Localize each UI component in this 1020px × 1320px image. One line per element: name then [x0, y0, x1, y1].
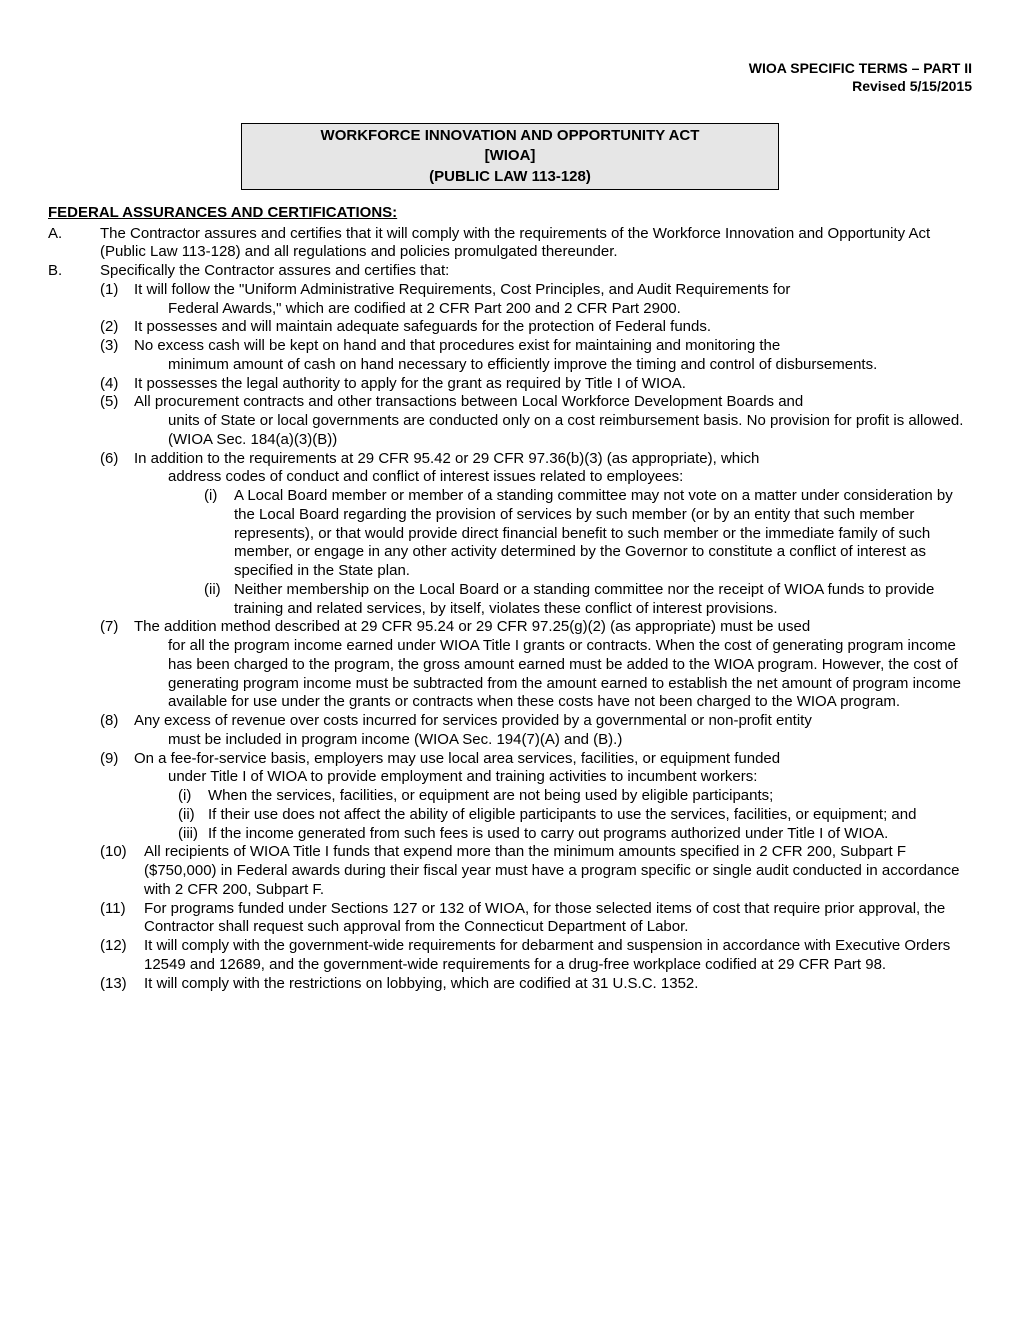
b2-num: (2) [100, 318, 134, 337]
b3-text: No excess cash will be kept on hand and … [134, 337, 972, 375]
item-b5: (5) All procurement contracts and other … [100, 393, 972, 449]
b9-i-text: When the services, facilities, or equipm… [208, 787, 972, 806]
b13-text: It will comply with the restrictions on … [144, 975, 972, 994]
b6-lead: In addition to the requirements at 29 CF… [134, 450, 759, 467]
b2-text: It possesses and will maintain adequate … [134, 318, 972, 337]
b10-num: (10) [100, 843, 144, 899]
b9-i-roman: (i) [178, 787, 208, 806]
b1-cont: Federal Awards," which are codified at 2… [168, 300, 972, 319]
b9-i: (i) When the services, facilities, or eq… [178, 787, 972, 806]
b9-text: On a fee-for-service basis, employers ma… [134, 750, 972, 844]
b9-cont: under Title I of WIOA to provide employm… [168, 768, 972, 787]
b1-num: (1) [100, 281, 134, 319]
item-b6: (6) In addition to the requirements at 2… [100, 450, 972, 619]
title-line-2: [WIOA] [250, 146, 770, 166]
b8-text: Any excess of revenue over costs incurre… [134, 712, 972, 750]
item-b9: (9) On a fee-for-service basis, employer… [100, 750, 972, 844]
item-b10: (10) All recipients of WIOA Title I fund… [100, 843, 972, 899]
header-line-1: WIOA SPECIFIC TERMS – PART II [48, 60, 972, 78]
b6-ii-roman: (ii) [204, 581, 234, 619]
title-line-1: WORKFORCE INNOVATION AND OPPORTUNITY ACT [250, 126, 770, 146]
b4-text: It possesses the legal authority to appl… [134, 375, 972, 394]
title-box: WORKFORCE INNOVATION AND OPPORTUNITY ACT… [241, 123, 779, 190]
b13-num: (13) [100, 975, 144, 994]
b9-roman-list: (i) When the services, facilities, or eq… [178, 787, 972, 843]
b3-num: (3) [100, 337, 134, 375]
numbered-list: (1) It will follow the "Uniform Administ… [100, 281, 972, 994]
b6-num: (6) [100, 450, 134, 619]
item-b: B. Specifically the Contractor assures a… [48, 262, 972, 281]
b5-cont: units of State or local governments are … [168, 412, 972, 450]
b7-num: (7) [100, 618, 134, 712]
b6-ii: (ii) Neither membership on the Local Boa… [204, 581, 972, 619]
header-line-2: Revised 5/15/2015 [48, 78, 972, 96]
item-a: A. The Contractor assures and certifies … [48, 225, 972, 263]
b9-lead: On a fee-for-service basis, employers ma… [134, 750, 780, 767]
b6-i-text: A Local Board member or member of a stan… [234, 487, 972, 581]
b8-lead: Any excess of revenue over costs incurre… [134, 712, 812, 729]
b9-iii-text: If the income generated from such fees i… [208, 825, 972, 844]
b6-i: (i) A Local Board member or member of a … [204, 487, 972, 581]
b10-text: All recipients of WIOA Title I funds tha… [144, 843, 972, 899]
item-b12: (12) It will comply with the government-… [100, 937, 972, 975]
item-b2: (2) It possesses and will maintain adequ… [100, 318, 972, 337]
b6-text: In addition to the requirements at 29 CF… [134, 450, 972, 619]
item-b3: (3) No excess cash will be kept on hand … [100, 337, 972, 375]
b5-text: All procurement contracts and other tran… [134, 393, 972, 449]
document-header: WIOA SPECIFIC TERMS – PART II Revised 5/… [48, 60, 972, 95]
b1-lead: It will follow the "Uniform Administrati… [134, 281, 790, 298]
b9-iii-roman: (iii) [178, 825, 208, 844]
b5-num: (5) [100, 393, 134, 449]
b1-text: It will follow the "Uniform Administrati… [134, 281, 972, 319]
item-b4: (4) It possesses the legal authority to … [100, 375, 972, 394]
b7-lead: The addition method described at 29 CFR … [134, 618, 810, 635]
b11-text: For programs funded under Sections 127 o… [144, 900, 972, 938]
item-b8: (8) Any excess of revenue over costs inc… [100, 712, 972, 750]
b12-text: It will comply with the government-wide … [144, 937, 972, 975]
b7-cont: for all the program income earned under … [168, 637, 972, 712]
b9-ii: (ii) If their use does not affect the ab… [178, 806, 972, 825]
b5-lead: All procurement contracts and other tran… [134, 393, 803, 410]
b3-lead: No excess cash will be kept on hand and … [134, 337, 780, 354]
item-b1: (1) It will follow the "Uniform Administ… [100, 281, 972, 319]
item-b7: (7) The addition method described at 29 … [100, 618, 972, 712]
item-a-text: The Contractor assures and certifies tha… [100, 225, 972, 263]
b6-cont: address codes of conduct and conflict of… [168, 468, 972, 487]
b8-cont: must be included in program income (WIOA… [168, 731, 972, 750]
item-a-letter: A. [48, 225, 100, 263]
b4-num: (4) [100, 375, 134, 394]
item-b-text: Specifically the Contractor assures and … [100, 262, 972, 281]
b6-i-roman: (i) [204, 487, 234, 581]
b9-ii-text: If their use does not affect the ability… [208, 806, 972, 825]
b9-ii-roman: (ii) [178, 806, 208, 825]
b7-text: The addition method described at 29 CFR … [134, 618, 972, 712]
item-b-letter: B. [48, 262, 100, 281]
b9-num: (9) [100, 750, 134, 844]
item-b11: (11) For programs funded under Sections … [100, 900, 972, 938]
item-b13: (13) It will comply with the restriction… [100, 975, 972, 994]
b8-num: (8) [100, 712, 134, 750]
b11-num: (11) [100, 900, 144, 938]
b3-cont: minimum amount of cash on hand necessary… [168, 356, 972, 375]
b6-ii-text: Neither membership on the Local Board or… [234, 581, 972, 619]
title-line-3: (PUBLIC LAW 113-128) [250, 167, 770, 187]
section-heading: FEDERAL ASSURANCES AND CERTIFICATIONS: [48, 204, 972, 223]
b6-roman-list: (i) A Local Board member or member of a … [204, 487, 972, 618]
b9-iii: (iii) If the income generated from such … [178, 825, 972, 844]
b12-num: (12) [100, 937, 144, 975]
